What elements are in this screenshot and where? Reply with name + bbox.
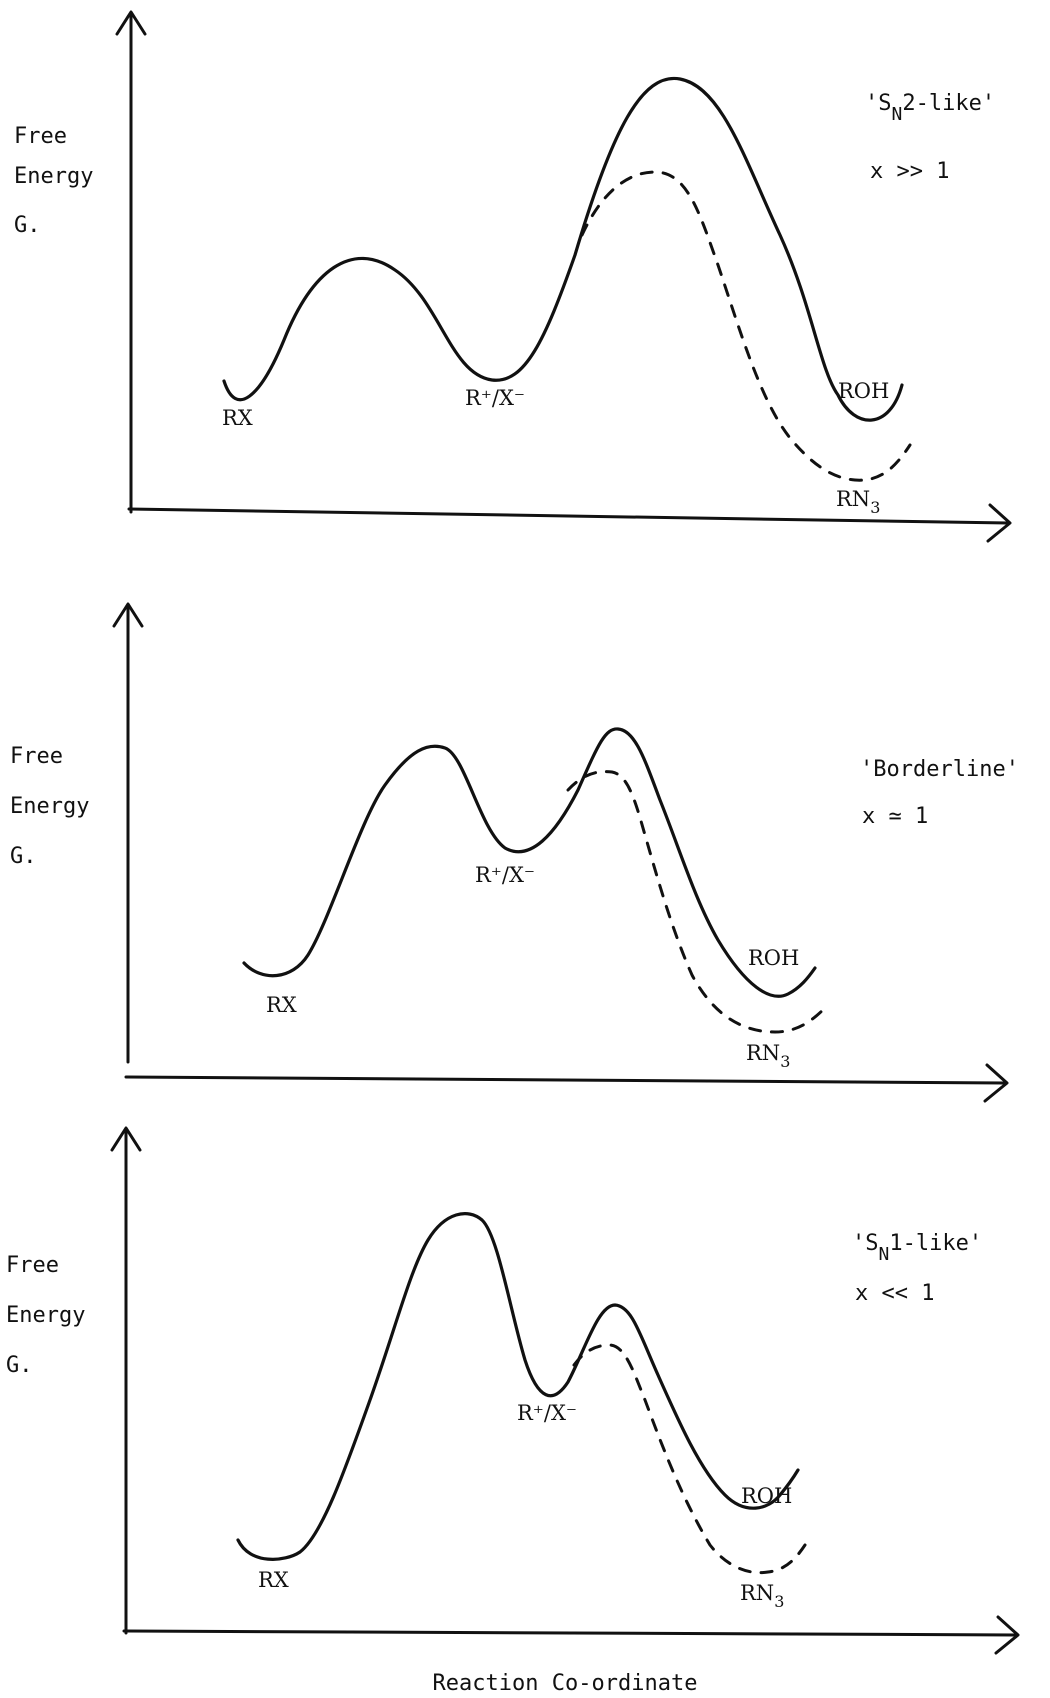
panel-borderline: Free Energy G. RX R⁺/X⁻ ROH RN3 'Borderl… xyxy=(10,602,1019,1103)
condition-label: x << 1 xyxy=(855,1281,934,1306)
y-axis-arrowhead xyxy=(112,602,144,628)
y-axis-label-g: G. xyxy=(14,213,41,238)
regime-label: 'Borderline' xyxy=(860,757,1019,782)
label-carbocation-intermediate: R⁺/X⁻ xyxy=(475,863,535,887)
y-axis-label-free: Free xyxy=(10,744,63,769)
y-axis-label-g: G. xyxy=(6,1353,33,1378)
x-axis-label: Reaction Co-ordinate xyxy=(433,1671,698,1696)
dashed-energy-curve xyxy=(580,170,912,482)
y-axis-label-g: G. xyxy=(10,844,37,869)
label-rn3: RN3 xyxy=(836,487,880,517)
y-axis-arrowhead xyxy=(110,1126,142,1152)
solid-energy-curve xyxy=(242,727,817,998)
panel-sn2-like: Free Energy G. RX R⁺/X⁻ ROH RN3 'SN2-lik… xyxy=(14,10,1012,543)
x-axis xyxy=(122,1629,1018,1637)
y-axis-arrowhead xyxy=(115,10,147,36)
y-axis-label-energy: Energy xyxy=(10,794,89,819)
label-rn3: RN3 xyxy=(740,1581,784,1611)
label-rx: RX xyxy=(222,406,253,430)
label-rx: RX xyxy=(258,1568,289,1592)
regime-label: 'SN1-like' xyxy=(852,1231,982,1265)
y-axis-label-free: Free xyxy=(14,124,67,149)
solid-energy-curve xyxy=(222,76,904,422)
panel-sn1-like: Free Energy G. RX R⁺/X⁻ ROH RN3 'SN1-lik… xyxy=(6,1126,1020,1655)
solid-energy-curve xyxy=(236,1212,800,1561)
x-axis-arrowhead xyxy=(983,1063,1009,1103)
condition-label: x ≃ 1 xyxy=(862,804,928,829)
x-axis-arrowhead xyxy=(994,1615,1020,1655)
x-axis-arrowhead xyxy=(986,503,1012,543)
label-carbocation-intermediate: R⁺/X⁻ xyxy=(517,1401,577,1425)
label-rx: RX xyxy=(266,993,297,1017)
y-axis-label-energy: Energy xyxy=(6,1303,85,1328)
dashed-energy-curve xyxy=(572,1343,807,1575)
label-rn3: RN3 xyxy=(746,1041,790,1071)
label-carbocation-intermediate: R⁺/X⁻ xyxy=(465,386,525,410)
label-roh: ROH xyxy=(838,379,889,403)
x-axis xyxy=(127,507,1010,525)
y-axis-label-energy: Energy xyxy=(14,164,93,189)
label-roh: ROH xyxy=(741,1484,792,1508)
y-axis-label-free: Free xyxy=(6,1253,59,1278)
regime-label: 'SN2-like' xyxy=(865,91,995,125)
x-axis xyxy=(124,1075,1007,1085)
condition-label: x >> 1 xyxy=(870,159,949,184)
label-roh: ROH xyxy=(748,946,799,970)
dashed-energy-curve xyxy=(566,770,830,1034)
